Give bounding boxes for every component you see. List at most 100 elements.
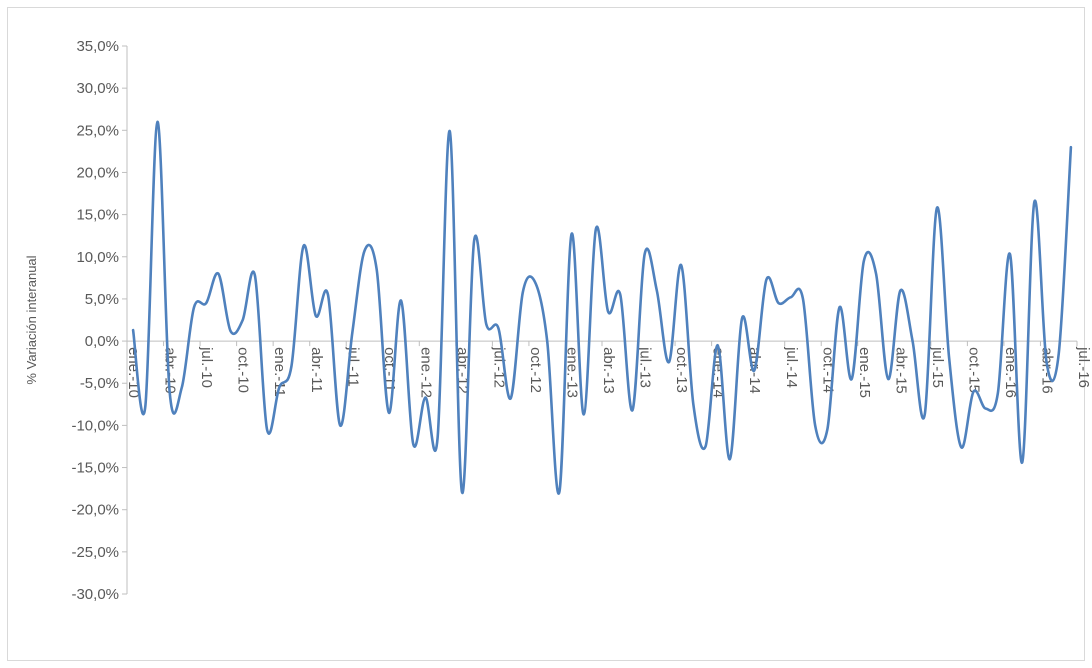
data-point bbox=[1045, 361, 1047, 363]
data-point bbox=[229, 330, 231, 332]
data-point bbox=[984, 407, 986, 409]
data-point bbox=[911, 340, 913, 342]
series-line bbox=[131, 120, 1073, 495]
data-point bbox=[181, 386, 183, 388]
data-point bbox=[546, 340, 548, 342]
x-tick-label: jul.-15 bbox=[929, 346, 946, 388]
data-point bbox=[692, 403, 694, 405]
data-point bbox=[826, 428, 828, 430]
data-point bbox=[753, 369, 755, 371]
x-tick-label: abr.-15 bbox=[892, 347, 909, 394]
x-tick-label: jul.-14 bbox=[783, 346, 800, 388]
data-point bbox=[412, 443, 414, 445]
y-tick-label: -5,0% bbox=[80, 375, 119, 392]
data-point bbox=[485, 323, 487, 325]
x-tick-label: abr.-13 bbox=[600, 347, 617, 394]
data-point bbox=[948, 357, 950, 359]
data-point bbox=[156, 121, 158, 123]
data-point bbox=[473, 240, 475, 242]
data-point bbox=[765, 278, 767, 280]
y-tick-label: -30,0% bbox=[71, 586, 119, 603]
data-point bbox=[558, 491, 560, 493]
data-point bbox=[704, 445, 706, 447]
y-axis-tick-labels: 35,0% 30,0% 25,0% 20,0% 15,0% 10,0% 5,0% 0,0% -5… bbox=[71, 38, 119, 603]
y-tick-label: 35,0% bbox=[76, 38, 119, 55]
x-tick-label: jul.-10 bbox=[198, 346, 215, 388]
data-point bbox=[522, 291, 524, 293]
data-point bbox=[595, 228, 597, 230]
data-point bbox=[351, 331, 353, 333]
data-point bbox=[497, 327, 499, 329]
data-point bbox=[278, 386, 280, 388]
data-point bbox=[363, 250, 365, 252]
data-point bbox=[388, 412, 390, 414]
data-point bbox=[1070, 146, 1072, 148]
x-tick-label: ene.-12 bbox=[417, 347, 434, 398]
x-tick-label: oct.-12 bbox=[527, 347, 544, 393]
data-point bbox=[607, 310, 609, 312]
data-point bbox=[790, 296, 792, 298]
x-tick-label: ene.-11 bbox=[271, 347, 288, 397]
data-point bbox=[863, 260, 865, 262]
data-point bbox=[534, 281, 536, 283]
data-point bbox=[302, 245, 304, 247]
y-tick-label: 30,0% bbox=[76, 80, 119, 97]
y-tick-label: 25,0% bbox=[76, 122, 119, 139]
data-point bbox=[631, 409, 633, 411]
x-tick-label: jul.-13 bbox=[637, 346, 654, 388]
y-tick-label: -15,0% bbox=[71, 460, 119, 477]
data-point bbox=[838, 306, 840, 308]
data-point bbox=[144, 406, 146, 408]
chart-frame bbox=[7, 7, 1085, 661]
y-tick-label: -25,0% bbox=[71, 544, 119, 561]
data-point bbox=[997, 392, 999, 394]
x-axis-tick-labels: ene.-10 abr.-10 jul.-10 oct.-10 ene.-11 abr.-… bbox=[125, 346, 1092, 398]
data-point bbox=[680, 264, 682, 266]
data-point bbox=[972, 390, 974, 392]
data-point bbox=[741, 317, 743, 319]
data-point bbox=[1021, 461, 1023, 463]
data-point bbox=[1058, 353, 1060, 355]
data-point bbox=[802, 298, 804, 300]
data-point bbox=[449, 130, 451, 132]
data-point bbox=[729, 458, 731, 460]
data-point bbox=[960, 446, 962, 448]
data-point bbox=[899, 289, 901, 291]
data-point bbox=[132, 329, 134, 331]
data-point bbox=[509, 397, 511, 399]
y-tick-label: 10,0% bbox=[76, 249, 119, 266]
data-point bbox=[242, 319, 244, 321]
x-tick-label: ene.-15 bbox=[856, 347, 873, 398]
data-point bbox=[1033, 201, 1035, 203]
data-point bbox=[400, 299, 402, 301]
data-point bbox=[570, 233, 572, 235]
axes bbox=[122, 45, 1078, 595]
x-tick-label: oct.-13 bbox=[673, 347, 690, 393]
y-tick-label: 15,0% bbox=[76, 207, 119, 224]
data-point bbox=[217, 272, 219, 274]
data-point bbox=[643, 253, 645, 255]
y-tick-label: -20,0% bbox=[71, 502, 119, 519]
data-point bbox=[193, 306, 195, 308]
data-point bbox=[668, 361, 670, 363]
data-point bbox=[850, 378, 852, 380]
y-tick-label: 20,0% bbox=[76, 164, 119, 181]
data-point bbox=[887, 378, 889, 380]
data-point bbox=[436, 437, 438, 439]
y-tick-label: -10,0% bbox=[71, 417, 119, 434]
data-point bbox=[339, 424, 341, 426]
data-point bbox=[875, 272, 877, 274]
data-point bbox=[924, 413, 926, 415]
data-point bbox=[583, 413, 585, 415]
data-point bbox=[290, 365, 292, 367]
y-tick-label: 0,0% bbox=[85, 333, 119, 350]
data-point bbox=[375, 268, 377, 270]
data-point bbox=[619, 294, 621, 296]
x-tick-label: ene.-13 bbox=[564, 347, 581, 398]
data-point bbox=[327, 294, 329, 296]
data-point bbox=[424, 396, 426, 398]
data-point bbox=[254, 274, 256, 276]
data-point bbox=[1009, 253, 1011, 255]
x-tick-label: abr.-10 bbox=[162, 347, 179, 394]
